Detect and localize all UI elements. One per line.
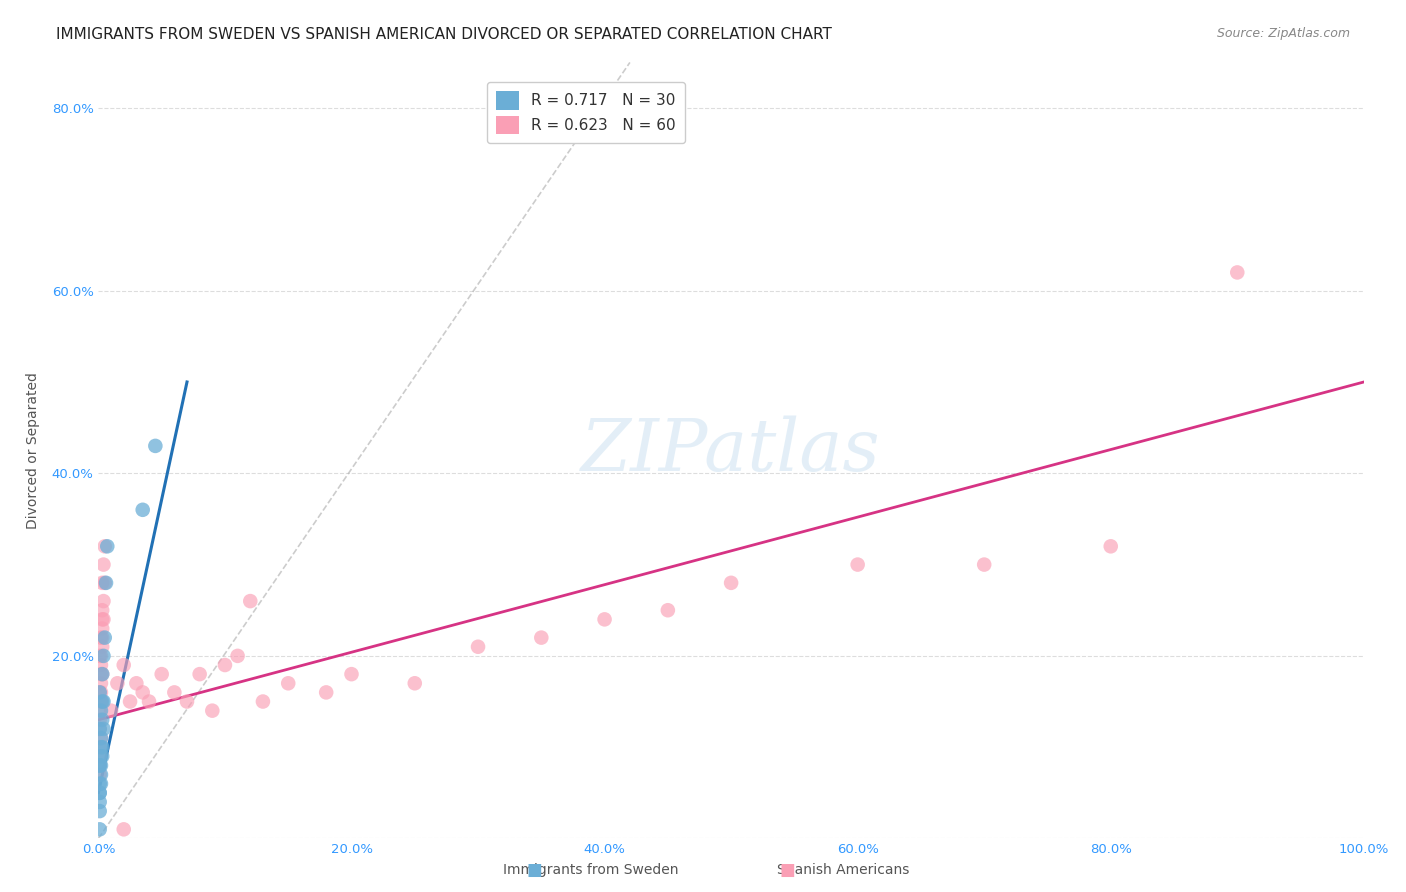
- Point: [89, 767, 111, 781]
- Point: [90, 631, 112, 645]
- Point: [94, 575, 117, 590]
- Text: ZIPatlas: ZIPatlas: [581, 415, 882, 486]
- Point: [89, 722, 111, 736]
- Point: [90, 658, 112, 673]
- Point: [138, 694, 160, 708]
- Point: [846, 558, 869, 572]
- Point: [89, 685, 111, 699]
- Point: [89, 685, 111, 699]
- Point: [90, 667, 112, 681]
- Point: [277, 676, 299, 690]
- Point: [91, 622, 114, 636]
- Legend: R = 0.717   N = 30, R = 0.623   N = 60: R = 0.717 N = 30, R = 0.623 N = 60: [486, 82, 685, 144]
- Text: Spanish Americans: Spanish Americans: [778, 863, 910, 877]
- Point: [89, 786, 111, 800]
- Point: [90, 749, 112, 764]
- Text: Immigrants from Sweden: Immigrants from Sweden: [503, 863, 678, 877]
- Text: ■: ■: [526, 861, 543, 879]
- Point: [107, 676, 129, 690]
- Point: [340, 667, 363, 681]
- Point: [90, 731, 112, 745]
- Point: [91, 603, 114, 617]
- Text: Source: ZipAtlas.com: Source: ZipAtlas.com: [1216, 27, 1350, 40]
- Point: [93, 694, 115, 708]
- Point: [89, 777, 111, 791]
- Point: [89, 786, 111, 800]
- Text: IMMIGRANTS FROM SWEDEN VS SPANISH AMERICAN DIVORCED OR SEPARATED CORRELATION CHA: IMMIGRANTS FROM SWEDEN VS SPANISH AMERIC…: [56, 27, 832, 42]
- Point: [145, 439, 166, 453]
- Point: [93, 631, 117, 645]
- Point: [91, 740, 114, 755]
- Point: [214, 658, 236, 673]
- Point: [89, 713, 111, 727]
- Point: [91, 667, 114, 681]
- Point: [404, 676, 426, 690]
- Point: [93, 539, 117, 553]
- Point: [720, 575, 742, 590]
- Point: [91, 694, 114, 708]
- Point: [90, 767, 112, 781]
- Point: [150, 667, 173, 681]
- Point: [90, 740, 112, 755]
- Point: [1226, 265, 1249, 279]
- Y-axis label: Divorced or Separated: Divorced or Separated: [27, 372, 41, 529]
- Point: [90, 685, 112, 699]
- Point: [973, 558, 995, 572]
- Point: [132, 503, 155, 517]
- Point: [90, 676, 112, 690]
- Point: [89, 722, 111, 736]
- Point: [315, 685, 337, 699]
- Point: [90, 694, 112, 708]
- Point: [90, 731, 112, 745]
- Point: [90, 648, 112, 663]
- Point: [96, 539, 118, 553]
- Point: [657, 603, 679, 617]
- Point: [93, 722, 115, 736]
- Point: [89, 704, 111, 718]
- Point: [176, 694, 198, 708]
- Point: [1099, 539, 1122, 553]
- Point: [89, 758, 111, 772]
- Point: [89, 758, 111, 772]
- Point: [93, 648, 115, 663]
- Point: [100, 704, 122, 718]
- Point: [593, 612, 616, 626]
- Point: [93, 594, 115, 608]
- Point: [120, 694, 141, 708]
- Point: [201, 704, 224, 718]
- Point: [91, 612, 114, 626]
- Point: [93, 612, 115, 626]
- Text: ■: ■: [779, 861, 796, 879]
- Point: [188, 667, 211, 681]
- Point: [90, 694, 112, 708]
- Point: [467, 640, 489, 654]
- Point: [239, 594, 262, 608]
- Point: [530, 631, 553, 645]
- Point: [90, 777, 112, 791]
- Point: [89, 740, 111, 755]
- Point: [89, 822, 111, 837]
- Point: [91, 640, 114, 654]
- Point: [93, 575, 117, 590]
- Point: [226, 648, 249, 663]
- Point: [91, 749, 114, 764]
- Point: [89, 795, 111, 809]
- Point: [112, 822, 135, 837]
- Point: [91, 667, 114, 681]
- Point: [132, 685, 155, 699]
- Point: [163, 685, 186, 699]
- Point: [91, 631, 114, 645]
- Point: [90, 758, 112, 772]
- Point: [93, 558, 115, 572]
- Point: [90, 704, 112, 718]
- Point: [91, 713, 114, 727]
- Point: [112, 658, 135, 673]
- Point: [89, 648, 111, 663]
- Point: [125, 676, 148, 690]
- Point: [89, 749, 111, 764]
- Point: [89, 758, 111, 772]
- Point: [252, 694, 274, 708]
- Point: [91, 575, 114, 590]
- Point: [89, 804, 111, 818]
